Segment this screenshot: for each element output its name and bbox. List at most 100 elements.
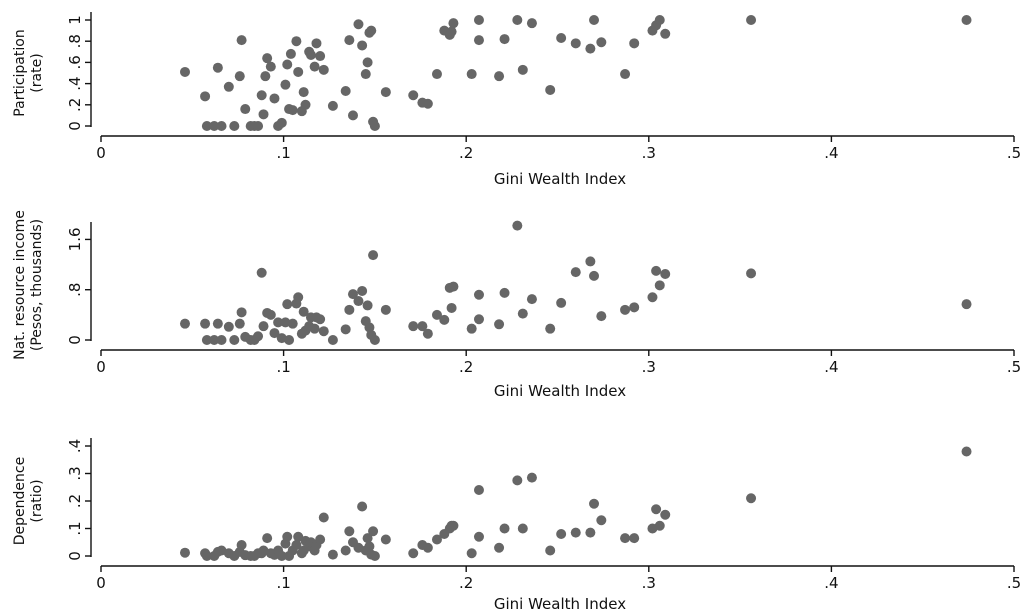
x-tick-label: .1 <box>276 574 290 592</box>
x-tick-label: .1 <box>276 144 290 162</box>
data-point <box>179 66 190 77</box>
data-point <box>368 250 379 261</box>
data-point <box>179 318 190 329</box>
data-point <box>473 35 484 46</box>
y-tick-label: .4 <box>66 439 84 453</box>
data-point <box>499 287 510 298</box>
data-point <box>315 51 326 62</box>
data-point <box>315 534 326 545</box>
data-point <box>179 547 190 558</box>
data-point <box>422 98 433 109</box>
data-point <box>318 64 329 75</box>
data-point <box>466 548 477 559</box>
data-point <box>368 526 379 537</box>
data-point <box>439 314 450 325</box>
data-point <box>344 35 355 46</box>
data-point <box>357 501 368 512</box>
y-tick-label: 0 <box>66 551 84 561</box>
data-point <box>287 105 298 116</box>
y-tick-label: .8 <box>66 34 84 48</box>
data-point <box>340 545 351 556</box>
data-point <box>353 296 364 307</box>
y-tick-label: .3 <box>66 466 84 480</box>
data-point <box>585 256 596 267</box>
data-point <box>293 66 304 77</box>
data-point <box>494 319 505 330</box>
y-tick-label: .8 <box>66 283 84 297</box>
data-point <box>448 18 459 29</box>
data-point <box>526 18 537 29</box>
data-point <box>473 15 484 25</box>
data-point <box>364 541 375 552</box>
x-axis-title: Gini Wealth Index <box>494 170 626 188</box>
x-tick-label: .2 <box>459 574 473 592</box>
data-point <box>216 121 227 131</box>
data-point <box>223 81 234 92</box>
data-point <box>654 520 665 531</box>
data-point <box>517 523 528 534</box>
data-point <box>431 534 442 545</box>
data-point <box>256 267 267 278</box>
x-tick-label: .4 <box>824 144 838 162</box>
data-point <box>422 328 433 339</box>
data-point <box>494 542 505 553</box>
data-point <box>256 90 267 101</box>
data-point <box>265 61 276 72</box>
data-point <box>660 269 671 279</box>
y-axis-title: (Pesos, thousands) <box>29 219 45 351</box>
data-point <box>347 289 358 300</box>
data-point <box>512 475 523 486</box>
data-point <box>273 317 284 328</box>
x-tick-label: .3 <box>642 574 656 592</box>
data-point <box>253 121 264 131</box>
data-point <box>357 285 368 296</box>
x-tick-label: 0 <box>96 358 106 376</box>
data-point <box>327 100 338 111</box>
data-point <box>589 270 600 281</box>
data-point <box>651 504 662 515</box>
data-point <box>746 15 757 25</box>
data-point <box>380 304 391 315</box>
data-point <box>620 533 631 544</box>
data-point <box>466 323 477 334</box>
data-point <box>466 69 477 80</box>
x-tick-label: 0 <box>96 144 106 162</box>
data-point <box>347 110 358 121</box>
data-point <box>234 318 245 329</box>
data-point <box>298 87 309 98</box>
data-point <box>276 117 287 128</box>
data-point <box>585 43 596 54</box>
data-point <box>362 300 373 311</box>
data-point <box>212 318 223 329</box>
data-point <box>212 62 223 73</box>
x-tick-label: .1 <box>276 358 290 376</box>
data-point <box>282 299 293 310</box>
data-point <box>417 321 428 332</box>
data-point <box>589 498 600 509</box>
data-point <box>408 90 419 101</box>
x-tick-label: .4 <box>824 574 838 592</box>
data-point <box>318 512 329 523</box>
data-point <box>629 302 640 313</box>
data-point <box>240 104 251 115</box>
data-point <box>499 34 510 45</box>
data-point <box>236 307 247 318</box>
data-point <box>291 540 302 550</box>
data-point <box>473 485 484 495</box>
data-point <box>284 335 295 345</box>
data-point <box>545 323 556 334</box>
x-tick-label: 0 <box>96 574 106 592</box>
x-tick-label: .3 <box>642 358 656 376</box>
data-point <box>285 48 296 59</box>
data-point <box>369 121 380 131</box>
data-point <box>961 446 972 457</box>
data-point <box>620 69 631 80</box>
data-point <box>300 99 311 110</box>
data-point <box>340 324 351 335</box>
data-point <box>327 549 338 560</box>
data-point <box>201 335 212 345</box>
data-point <box>446 302 457 313</box>
y-axis-title: (rate) <box>29 53 45 92</box>
y-axis-title: Dependence <box>12 457 28 545</box>
data-point <box>545 84 556 95</box>
